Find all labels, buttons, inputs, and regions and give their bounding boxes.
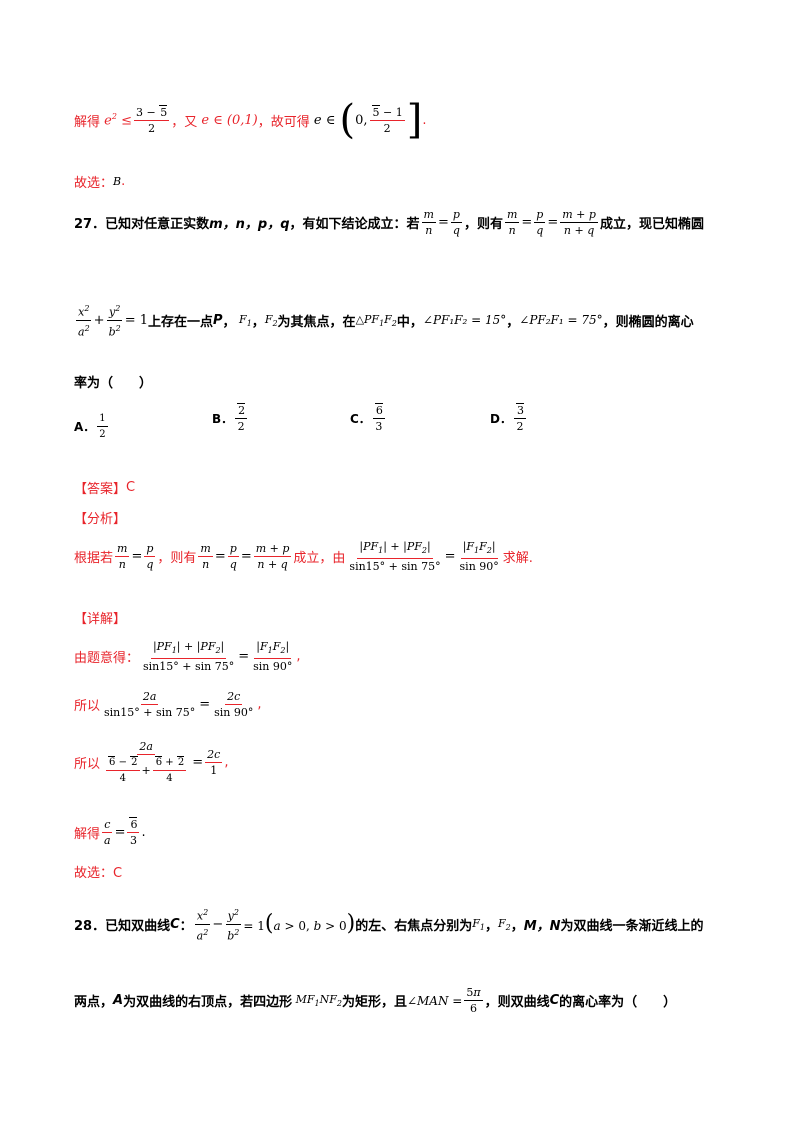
analysis-tag: 【分析】 [74,512,127,527]
q27-stem-line3: 率为（ ） [74,376,153,391]
detail-line5: 故选：C [74,866,123,881]
q28-stem-line2: 两点， A 为双曲线的右顶点，若四边形 MF1NF2 为矩形，且 ∠MAN = … [74,986,677,1015]
answer-line: 【答案】 C [74,480,136,497]
detail-line2: 所以 2a sin15° + sin 75° = 2c sin 90° , [74,690,262,719]
prev-choice: 故选： B . [74,174,126,191]
detail-line1: 由题意得： |PF1| + |PF2| sin15° + sin 75° = |F… [74,640,301,674]
detail-tag: 【详解】 [74,612,127,627]
q28-stem-line1: 28． 已知双曲线 C ： x2 a2 − y2 b2 = 1(a > 0, b >… [74,908,704,943]
q27-stem-line2: x2 a2 + y2 b2 = 1 上存在一点 P ， F1 ， F2 为其焦点，在… [76,304,694,339]
